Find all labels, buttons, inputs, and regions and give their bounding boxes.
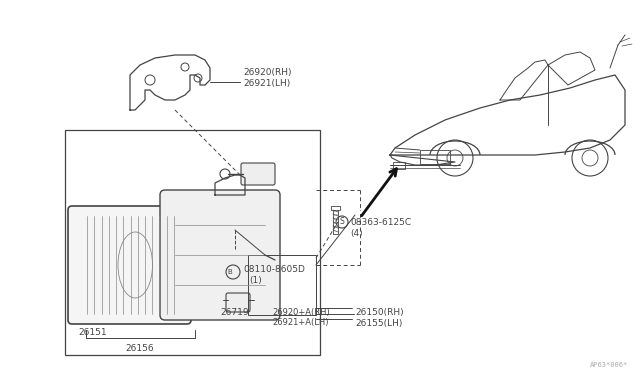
Text: 08363-6125C: 08363-6125C bbox=[350, 218, 411, 227]
Bar bbox=[393, 162, 405, 169]
Text: 08110-8605D: 08110-8605D bbox=[243, 265, 305, 274]
Text: 26151: 26151 bbox=[78, 328, 107, 337]
Text: 26155(LH): 26155(LH) bbox=[355, 319, 403, 328]
Bar bbox=[248, 255, 316, 315]
Text: 26920+A(RH): 26920+A(RH) bbox=[272, 308, 330, 317]
Text: B: B bbox=[228, 269, 232, 275]
Text: 26719: 26719 bbox=[220, 308, 248, 317]
Text: (4): (4) bbox=[350, 229, 363, 238]
Text: S: S bbox=[340, 218, 344, 227]
Text: 26921(LH): 26921(LH) bbox=[243, 79, 291, 88]
FancyBboxPatch shape bbox=[160, 190, 280, 320]
Bar bbox=[420, 150, 450, 164]
Bar bbox=[65, 130, 320, 355]
Text: (1): (1) bbox=[249, 276, 262, 285]
FancyBboxPatch shape bbox=[68, 206, 191, 324]
Text: 26921+A(LH): 26921+A(LH) bbox=[272, 318, 328, 327]
Bar bbox=[333, 210, 338, 234]
Text: 26156: 26156 bbox=[125, 344, 154, 353]
Text: 26920(RH): 26920(RH) bbox=[243, 68, 291, 77]
Text: AP63*006*: AP63*006* bbox=[589, 362, 628, 368]
Bar bbox=[331, 206, 340, 210]
FancyBboxPatch shape bbox=[241, 163, 275, 185]
Text: 26150(RH): 26150(RH) bbox=[355, 308, 404, 317]
FancyBboxPatch shape bbox=[226, 293, 250, 312]
